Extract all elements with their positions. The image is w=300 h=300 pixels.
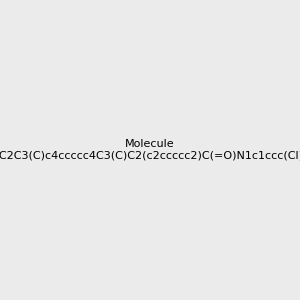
Text: Molecule
O=C1C2C3(C)c4ccccc4C3(C)C2(c2ccccc2)C(=O)N1c1ccc(Cl)cc1Cl: Molecule O=C1C2C3(C)c4ccccc4C3(C)C2(c2cc… — [0, 139, 300, 161]
